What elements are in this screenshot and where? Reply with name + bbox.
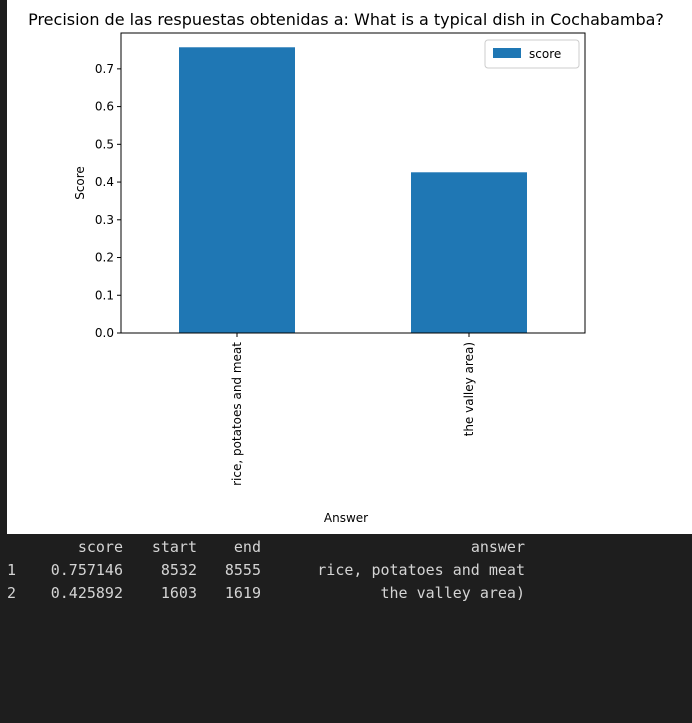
dataframe-row: 2 0.425892 1603 1619 the valley area) — [0, 583, 525, 603]
row-index: 2 — [7, 584, 17, 602]
x-tick-label: the valley area) — [462, 342, 476, 436]
y-axis-label: Score — [73, 166, 87, 200]
y-tick-label: 0.2 — [95, 251, 114, 265]
legend: score — [484, 39, 580, 69]
dataframe-row: 1 0.757146 8532 8555 rice, potatoes and … — [0, 560, 525, 580]
row-score: 0.757146 — [50, 561, 123, 579]
row-start: 8532 — [160, 561, 197, 579]
legend-swatch — [493, 48, 521, 58]
dataframe-output: score start end answer 1 0.757146 8532 8… — [0, 534, 692, 611]
column-header-end: end — [233, 538, 261, 556]
row-end: 8555 — [224, 561, 261, 579]
legend-box — [484, 39, 580, 69]
y-tick-label: 0.1 — [95, 288, 114, 302]
y-tick-label: 0.7 — [95, 62, 114, 76]
chart-figure: Precision de las respuestas obtenidas a:… — [7, 0, 692, 534]
y-tick-label: 0.5 — [95, 137, 114, 151]
y-tick-label: 0.3 — [95, 213, 114, 227]
dataframe-header: score start end answer — [0, 537, 525, 557]
bar — [411, 172, 527, 333]
row-answer: rice, potatoes and meat — [317, 561, 525, 579]
y-tick-label: 0.4 — [95, 175, 114, 189]
bar — [179, 47, 295, 333]
y-tick-label: 0.6 — [95, 100, 114, 114]
column-header-start: start — [151, 538, 197, 556]
plot-area: rice, potatoes and meat the valley area) 0… — [95, 32, 586, 486]
column-header-score: score — [77, 538, 123, 556]
x-tick-label: rice, potatoes and meat — [230, 342, 244, 486]
legend-label: score — [529, 47, 561, 61]
plot-frame — [120, 32, 586, 334]
row-index: 1 — [7, 561, 17, 579]
x-axis-label: Answer — [324, 511, 368, 525]
row-score: 0.425892 — [50, 584, 123, 602]
bar-chart: Precision de las respuestas obtenidas a:… — [28, 10, 664, 525]
chart-title: Precision de las respuestas obtenidas a:… — [28, 10, 664, 29]
y-tick-label: 0.0 — [95, 326, 114, 340]
column-header-answer: answer — [470, 538, 525, 556]
row-answer: the valley area) — [380, 584, 526, 602]
row-start: 1603 — [160, 584, 197, 602]
row-end: 1619 — [224, 584, 261, 602]
